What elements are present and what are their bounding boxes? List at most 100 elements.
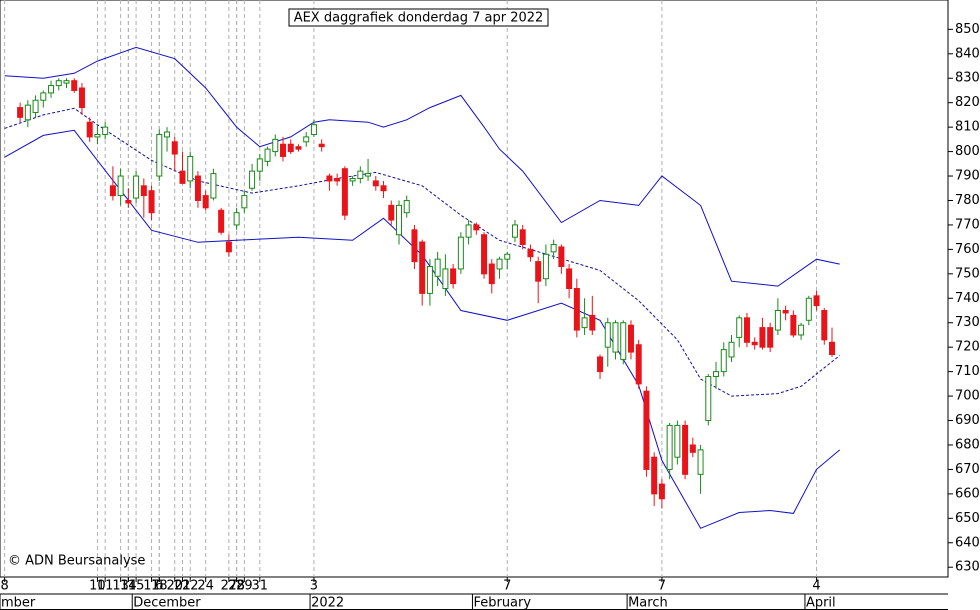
x-tick-label: 3 <box>310 579 318 594</box>
candle-body <box>682 424 689 475</box>
candle-body <box>666 424 673 470</box>
candle-body <box>504 253 511 260</box>
candle-body <box>457 236 464 270</box>
candle-body <box>511 224 518 238</box>
candle-body <box>40 92 47 101</box>
candle-body <box>148 190 155 214</box>
x-tick-label: 13 <box>112 579 129 594</box>
x-tick-label: 6 <box>155 579 163 594</box>
candle-body <box>225 241 232 253</box>
x-tick-label: 22 <box>182 579 199 594</box>
y-tick-label: 700 <box>955 389 980 404</box>
candle-body <box>558 246 565 267</box>
y-tick-label: 840 <box>955 46 980 61</box>
candle-body <box>357 170 364 179</box>
candle-body <box>24 104 31 121</box>
x-tick-label: 24 <box>197 579 214 594</box>
candle-body <box>241 195 248 209</box>
candle-body <box>705 376 712 422</box>
candle-body <box>63 80 70 84</box>
candle-body <box>411 229 418 263</box>
candle-body <box>434 258 441 277</box>
candle-body <box>488 263 495 285</box>
chart-title: AEX daggrafiek donderdag 7 apr 2022 <box>294 11 544 26</box>
x-tick-label: 14 <box>120 579 137 594</box>
y-tick-label: 690 <box>955 413 980 428</box>
y-tick-label: 790 <box>955 169 980 184</box>
candle-body <box>403 199 410 214</box>
x-tick-label: 7 <box>658 579 666 594</box>
candle-body <box>125 199 132 204</box>
y-tick-label: 730 <box>955 315 980 330</box>
candle-body <box>218 209 225 233</box>
month-label: March <box>628 596 668 610</box>
candle-body <box>94 133 101 138</box>
candle-body <box>249 170 256 189</box>
candle-body <box>651 456 658 495</box>
candle-body <box>627 324 634 353</box>
candle-body <box>728 341 735 358</box>
candle-body <box>303 136 310 143</box>
y-tick-label: 640 <box>955 535 980 550</box>
candle-body <box>798 324 805 336</box>
candle-body <box>133 175 140 199</box>
y-tick-label: 750 <box>955 266 980 281</box>
candle-body <box>171 141 178 155</box>
x-tick-label: 10 <box>89 579 106 594</box>
candle-body <box>620 322 627 360</box>
copyright: © ADN Beursanalyse <box>8 554 145 569</box>
title-box <box>288 8 549 27</box>
x-tick-label: 11 <box>97 579 114 594</box>
candle-body <box>179 170 186 184</box>
candle-body <box>78 87 85 109</box>
candle-body <box>187 155 194 182</box>
candle-body <box>287 143 294 153</box>
candle-body <box>164 131 171 138</box>
y-tick-label: 710 <box>955 364 980 379</box>
x-tick-label: 15 <box>128 579 145 594</box>
x-tick-label: 29 <box>236 579 253 594</box>
candle-body <box>473 224 480 231</box>
x-tick-label: 28 <box>228 579 245 594</box>
candle-body <box>519 229 526 245</box>
candle-body <box>272 138 279 153</box>
candle-body <box>341 168 348 216</box>
candle-body <box>550 243 557 253</box>
candle-body <box>194 175 201 201</box>
candles <box>17 78 836 509</box>
candle-body <box>689 444 696 453</box>
candle-body <box>527 248 534 258</box>
y-tick-label: 770 <box>955 217 980 232</box>
y-tick-label: 780 <box>955 193 980 208</box>
candle-body <box>372 180 379 187</box>
candle-body <box>233 212 240 226</box>
candle-body <box>697 449 704 475</box>
candle-body <box>365 173 372 177</box>
x-tick-label: 28 <box>228 579 245 594</box>
candle-body <box>17 107 24 118</box>
candle-body <box>109 185 116 197</box>
candle-body <box>604 322 611 348</box>
candle-body <box>349 177 356 182</box>
candle-body <box>256 158 263 172</box>
candle-body <box>813 295 820 307</box>
month-label: April <box>806 596 836 610</box>
x-tick-label: 17 <box>143 579 160 594</box>
candle-body <box>658 483 665 500</box>
candle-body <box>117 175 124 197</box>
candle-body <box>720 349 727 373</box>
y-tick-label: 720 <box>955 340 980 355</box>
candle-body <box>774 310 781 331</box>
candle-body <box>295 146 302 150</box>
y-tick-label: 820 <box>955 95 980 110</box>
bollinger-band <box>4 46 840 287</box>
candle-body <box>426 265 433 294</box>
candle-body <box>743 317 750 343</box>
bollinger-band <box>4 129 841 529</box>
candle-body <box>573 288 580 331</box>
month-label: 2022 <box>311 596 344 610</box>
candle-body <box>310 124 317 135</box>
month-label: February <box>473 596 531 610</box>
y-tick-label: 740 <box>955 291 980 306</box>
